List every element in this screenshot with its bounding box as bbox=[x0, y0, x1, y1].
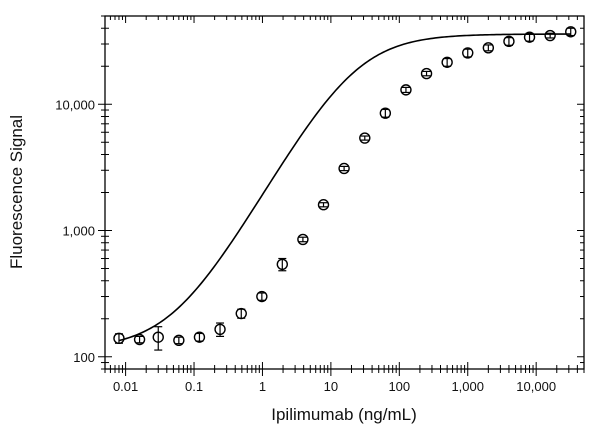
marker bbox=[441, 56, 453, 68]
data-point bbox=[441, 56, 453, 68]
data-point bbox=[400, 84, 412, 96]
marker bbox=[297, 233, 309, 246]
data-point bbox=[152, 326, 164, 351]
data-point bbox=[133, 333, 146, 346]
data-point bbox=[276, 257, 289, 272]
marker bbox=[235, 307, 247, 320]
marker bbox=[462, 47, 474, 59]
marker bbox=[152, 331, 164, 343]
data-point bbox=[113, 332, 125, 345]
data-points bbox=[113, 26, 577, 351]
data-point bbox=[173, 334, 185, 347]
marker bbox=[133, 333, 146, 346]
marker bbox=[338, 162, 350, 175]
data-point bbox=[235, 307, 247, 320]
data-point bbox=[565, 26, 577, 38]
x-tick-label: 0.1 bbox=[185, 379, 203, 394]
x-axis-ticks bbox=[104, 16, 585, 376]
data-point bbox=[193, 331, 206, 343]
marker bbox=[113, 332, 125, 345]
data-point bbox=[359, 132, 371, 144]
data-point bbox=[297, 233, 309, 246]
data-point bbox=[214, 322, 226, 337]
y-tick-label: 10,000 bbox=[55, 97, 95, 112]
data-point bbox=[317, 199, 330, 211]
data-point bbox=[462, 47, 474, 59]
data-point bbox=[482, 42, 495, 54]
x-tick-label: 0.01 bbox=[113, 379, 138, 394]
marker bbox=[317, 199, 330, 211]
y-tick-label: 1,000 bbox=[62, 224, 95, 239]
data-point bbox=[523, 31, 536, 43]
marker bbox=[359, 132, 371, 144]
x-axis-title: Ipilimumab (ng/mL) bbox=[271, 405, 417, 424]
marker bbox=[482, 42, 495, 54]
x-tick-label: 10 bbox=[324, 379, 338, 394]
y-axis-title: Fluorescence Signal bbox=[7, 115, 26, 269]
x-axis-tick-labels: 0.01 0.1 1 10 100 1,000 10,000 bbox=[113, 379, 556, 394]
x-tick-label: 1,000 bbox=[451, 379, 484, 394]
marker bbox=[379, 107, 392, 119]
y-axis-ticks bbox=[98, 15, 584, 370]
data-point bbox=[256, 290, 268, 303]
fitted-curve bbox=[118, 33, 571, 342]
marker bbox=[420, 67, 433, 80]
marker bbox=[400, 84, 412, 96]
marker bbox=[276, 258, 289, 270]
x-tick-label: 100 bbox=[388, 379, 410, 394]
data-point bbox=[379, 107, 392, 119]
x-tick-label: 10,000 bbox=[516, 379, 556, 394]
data-point bbox=[503, 35, 515, 48]
x-tick-label: 1 bbox=[259, 379, 266, 394]
y-tick-label: 100 bbox=[73, 350, 95, 365]
marker bbox=[523, 31, 536, 43]
marker bbox=[173, 334, 185, 347]
data-point bbox=[420, 67, 433, 80]
marker bbox=[544, 29, 556, 42]
data-point bbox=[338, 162, 350, 175]
data-point bbox=[544, 29, 556, 42]
marker bbox=[193, 331, 206, 343]
marker bbox=[565, 26, 577, 38]
plot-frame bbox=[104, 15, 585, 370]
y-axis-tick-labels: 100 1,000 10,000 bbox=[55, 97, 95, 365]
marker bbox=[256, 290, 268, 303]
marker bbox=[503, 35, 515, 48]
marker bbox=[214, 323, 226, 336]
